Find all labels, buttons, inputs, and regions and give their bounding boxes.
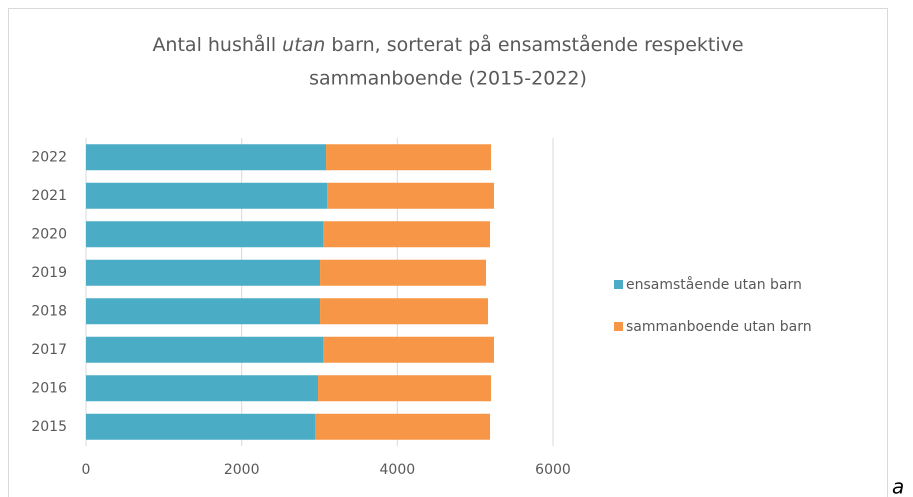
bar-segment	[86, 298, 321, 325]
y-tick-label: 2018	[31, 303, 67, 319]
bar-segment	[86, 375, 319, 402]
bar-segment	[320, 259, 486, 286]
x-tick-label: 6000	[535, 462, 571, 478]
bar-segment	[318, 375, 492, 402]
y-tick-label: 2020	[31, 226, 67, 242]
bar-segment	[314, 413, 491, 440]
y-tick-label: 2016	[31, 380, 67, 396]
plot: 0 2000 4000 6000 2022 2021 2020 2019 2018 2017 201…	[31, 138, 812, 478]
legend-label: sammanboende utan barn	[626, 319, 812, 335]
bar-segment	[320, 298, 489, 325]
bar-segment	[323, 336, 495, 363]
title-emphasis: utan	[282, 34, 325, 56]
legend-swatch	[614, 280, 623, 289]
bar-segment	[326, 144, 492, 171]
x-tick-label: 2000	[224, 462, 260, 478]
bar-segment	[86, 221, 324, 248]
note: a	[892, 475, 904, 497]
y-tick-label: 2021	[31, 188, 67, 204]
y-tick-label: 2015	[31, 419, 67, 435]
y-tick-label: 2022	[31, 149, 67, 165]
y-tick-label: 2017	[31, 342, 67, 358]
x-tick-label: 0	[82, 462, 91, 478]
bar-segment	[86, 144, 327, 171]
bar-segment	[86, 413, 315, 440]
bar-segment	[86, 182, 328, 209]
bar-segment	[86, 336, 324, 363]
bar-segment	[86, 259, 321, 286]
bar-segment	[327, 182, 495, 209]
bar-segment	[323, 221, 491, 248]
legend-label: ensamstående utan barn	[626, 276, 802, 293]
x-tick-label: 4000	[380, 462, 416, 478]
title-part: Antal hushåll	[152, 33, 276, 56]
legend-swatch	[614, 322, 623, 331]
title-part: barn, sorterat på ensamstående respektiv…	[331, 33, 743, 56]
chart-title-line2: sammanboende (2015-2022)	[309, 68, 587, 90]
chart-title: Antal hushåll utan barn, sorterat på ens…	[152, 33, 743, 56]
y-tick-label: 2019	[31, 265, 67, 281]
